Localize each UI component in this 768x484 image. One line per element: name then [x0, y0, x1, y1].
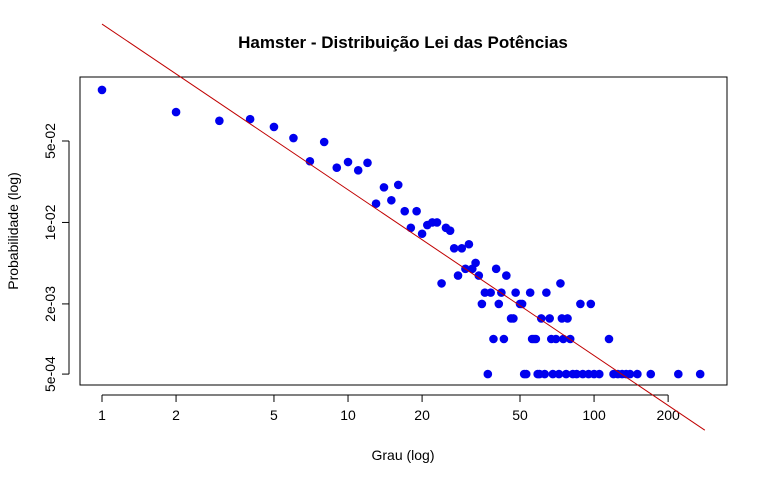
data-point	[561, 369, 571, 379]
chart-title: Hamster - Distribuição Lei das Potências	[238, 33, 568, 52]
y-tick-label: 2e-03	[42, 286, 58, 322]
data-point	[545, 314, 554, 323]
data-point	[521, 369, 531, 379]
data-point	[412, 206, 421, 216]
data-point	[572, 369, 581, 379]
data-point	[511, 288, 520, 297]
data-point	[536, 314, 546, 323]
x-tick-label: 2	[172, 407, 180, 423]
data-point	[319, 137, 329, 147]
data-point	[457, 244, 467, 253]
data-point	[646, 369, 656, 379]
data-point	[474, 271, 484, 280]
data-point	[674, 369, 683, 379]
data-point	[332, 163, 342, 172]
data-point	[371, 199, 381, 208]
plot-box	[79, 76, 728, 386]
data-point	[499, 334, 509, 344]
data-point	[289, 133, 298, 143]
data-point	[625, 369, 635, 379]
data-point	[305, 156, 315, 166]
x-tick-label: 50	[512, 407, 528, 423]
data-point	[353, 166, 363, 175]
x-tick-label: 10	[340, 407, 356, 423]
x-tick-label: 200	[656, 407, 680, 423]
data-point	[477, 299, 487, 309]
x-tick-label: 1	[98, 407, 106, 423]
y-tick-label: 1e-02	[42, 204, 58, 240]
data-point	[604, 334, 614, 344]
data-point	[633, 369, 642, 379]
data-point	[245, 114, 255, 124]
data-point	[695, 369, 705, 379]
data-point	[464, 239, 474, 249]
data-point	[483, 369, 493, 379]
data-point	[525, 288, 535, 297]
data-point	[491, 264, 501, 274]
x-tick-label: 5	[270, 407, 278, 423]
y-tick-label: 5e-04	[42, 356, 58, 392]
data-point	[379, 183, 389, 192]
data-point	[542, 288, 551, 297]
x-tick-label: 20	[414, 407, 430, 423]
data-point	[548, 369, 558, 379]
data-point	[486, 288, 495, 297]
data-point	[445, 226, 455, 235]
x-tick-label: 100	[582, 407, 606, 423]
data-point	[551, 334, 561, 344]
data-point	[97, 85, 107, 95]
data-point	[343, 157, 353, 167]
data-point	[554, 369, 564, 379]
data-point	[432, 218, 442, 227]
data-point	[453, 271, 463, 280]
data-point	[393, 180, 403, 190]
data-point	[437, 279, 446, 288]
data-point	[586, 299, 596, 309]
data-point	[215, 116, 224, 126]
data-point	[563, 314, 572, 323]
data-point	[556, 279, 565, 288]
data-point	[363, 158, 372, 168]
data-point	[531, 334, 541, 344]
data-point	[540, 369, 549, 379]
y-axis-label: Probabilidade (log)	[5, 172, 21, 290]
data-point	[494, 299, 504, 309]
data-point	[594, 369, 604, 379]
data-point	[471, 258, 480, 268]
data-point	[387, 195, 396, 205]
y-tick-label: 5e-02	[42, 123, 58, 159]
data-point	[576, 299, 585, 309]
x-axis-label: Grau (log)	[371, 447, 434, 463]
data-point	[449, 244, 459, 253]
data-point	[269, 122, 279, 132]
data-point	[417, 229, 427, 239]
data-point	[489, 334, 498, 344]
fit-line	[101, 23, 706, 431]
data-point	[509, 314, 518, 323]
data-point	[406, 223, 416, 233]
data-point	[502, 271, 511, 280]
data-point	[171, 107, 181, 117]
data-point	[400, 206, 410, 216]
